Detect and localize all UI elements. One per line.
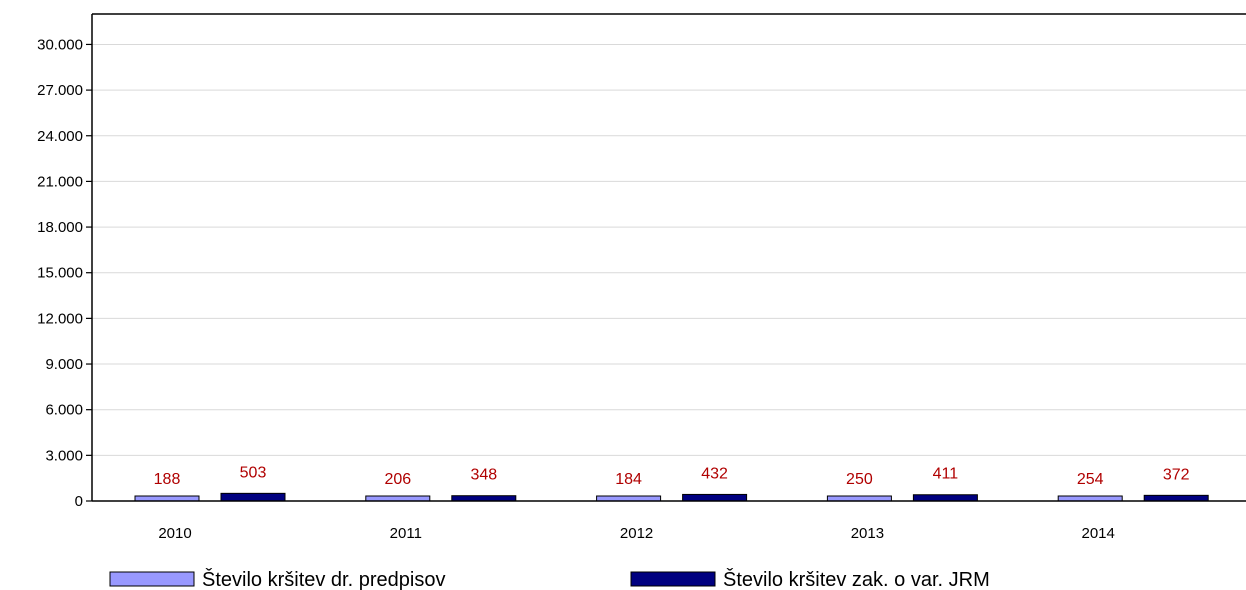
y-tick-label: 9.000 — [45, 356, 83, 373]
data-label: 411 — [933, 466, 959, 483]
data-label: 184 — [615, 471, 642, 488]
bar — [1143, 494, 1209, 502]
x-tick-label: 2010 — [158, 525, 191, 542]
x-axis-ticks: 2010 2011 2012 2013 2014 — [158, 525, 1115, 542]
y-tick-label: 24.000 — [37, 128, 83, 145]
y-tick-label: 18.000 — [37, 219, 83, 236]
y-tick-label: 0 — [75, 493, 83, 510]
grid-lines — [92, 43, 1246, 456]
data-label: 250 — [846, 471, 873, 488]
y-tick-label: 12.000 — [37, 310, 83, 327]
legend-swatch — [109, 571, 195, 587]
bar — [451, 495, 517, 502]
y-tick-label: 3.000 — [45, 447, 83, 464]
data-label: 188 — [154, 471, 181, 488]
bars — [134, 492, 1209, 502]
legend-label: Število kršitev dr. predpisov — [202, 568, 445, 590]
data-label: 503 — [240, 464, 267, 481]
y-tick-label: 15.000 — [37, 265, 83, 282]
y-tick-label: 21.000 — [37, 173, 83, 190]
y-tick-label: 30.000 — [37, 36, 83, 53]
x-tick-label: 2011 — [390, 525, 422, 542]
bar — [912, 494, 978, 502]
data-label: 348 — [470, 467, 497, 484]
data-labels: 188 503 206 348 184 432 250 411 254 372 — [154, 464, 1190, 488]
x-tick-label: 2012 — [620, 525, 653, 542]
data-label: 206 — [384, 471, 411, 488]
bar — [682, 493, 748, 502]
y-tick-label: 6.000 — [45, 402, 83, 419]
legend: Število kršitev dr. predpisov Število krš… — [109, 568, 990, 590]
data-label: 254 — [1077, 471, 1104, 488]
bar — [220, 492, 286, 502]
y-tick-label: 27.000 — [37, 82, 83, 99]
x-tick-label: 2014 — [1082, 525, 1115, 542]
legend-label: Število kršitev zak. o var. JRM — [723, 568, 990, 590]
legend-swatch — [630, 571, 716, 587]
y-axis-ticks: 0 3.000 6.000 9.000 12.000 15.000 18.000 21.000… — [37, 36, 92, 510]
data-label: 432 — [701, 465, 728, 482]
data-label: 372 — [1163, 466, 1190, 483]
x-tick-label: 2013 — [851, 525, 884, 542]
